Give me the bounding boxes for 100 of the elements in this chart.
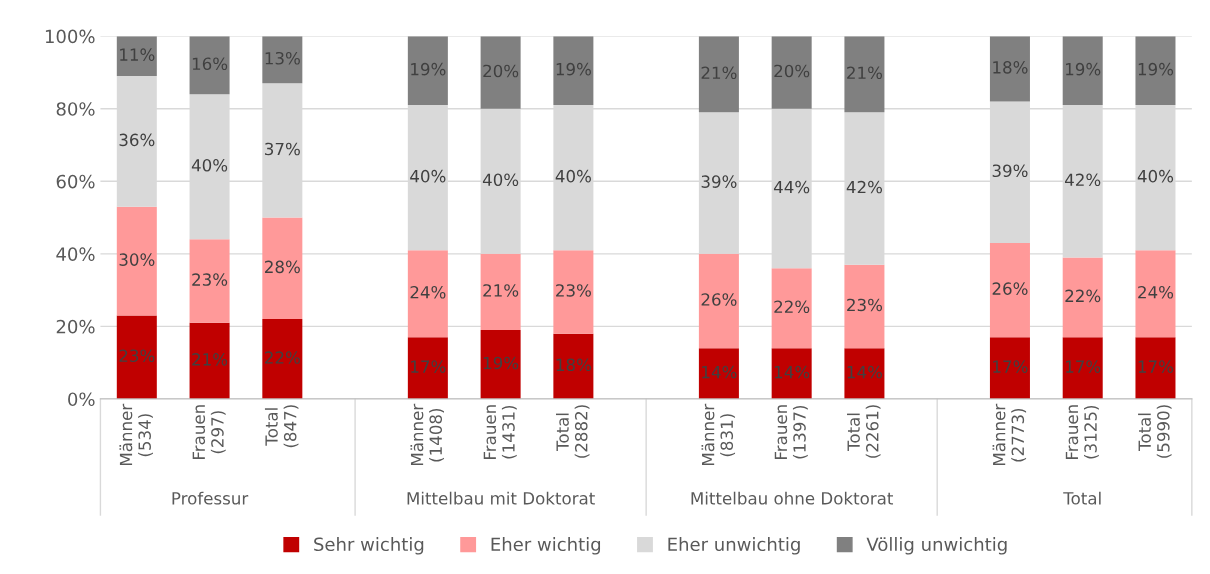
bar	[989, 337, 1030, 399]
x-tick-label: Total (2261)	[847, 405, 881, 458]
data-label: 19%	[483, 356, 519, 370]
data-label: 21%	[847, 66, 883, 80]
data-label: 17%	[1138, 360, 1174, 373]
y-tick-label: 60%	[56, 174, 95, 189]
data-label: 18%	[556, 358, 591, 372]
data-label: 19%	[556, 62, 591, 76]
text: Professur	[172, 491, 249, 505]
data-label: 17%	[993, 360, 1028, 373]
data-label: 23%	[192, 273, 228, 286]
bar	[189, 239, 230, 323]
bar	[989, 242, 1030, 338]
data-label: 37%	[265, 142, 300, 156]
data-label: 21%	[483, 284, 519, 297]
bar	[116, 36, 157, 77]
bar	[480, 253, 521, 330]
bar	[844, 348, 885, 399]
y-tick-label: 0%	[68, 392, 95, 407]
data-label: 19%	[1138, 62, 1174, 76]
x-tick-label: Frauen (1397)	[774, 405, 808, 459]
bar	[771, 36, 812, 109]
data-label: 42%	[846, 180, 883, 194]
data-label: 20%	[774, 64, 810, 78]
data-label: 42%	[1065, 173, 1101, 187]
x-tick-label: Männer (534)	[119, 403, 153, 465]
data-label: 22%	[774, 300, 810, 314]
bar	[844, 36, 885, 113]
y-tick-label: 40%	[56, 247, 95, 261]
bar	[698, 36, 739, 113]
data-label: 26%	[992, 282, 1028, 295]
y-tick-label: 80%	[56, 102, 95, 116]
data-label: 40%	[1137, 169, 1174, 183]
data-label: 23%	[119, 349, 155, 363]
bar	[553, 36, 594, 106]
bar	[1135, 250, 1176, 338]
bar	[262, 319, 303, 399]
bar	[844, 264, 885, 349]
bar	[1062, 337, 1103, 399]
data-label: 21%	[192, 353, 228, 366]
bar	[771, 348, 812, 399]
data-label: 24%	[1138, 285, 1174, 299]
legend-label: Eher wichtig	[491, 537, 601, 555]
x-tick-label: Männer (831)	[701, 403, 736, 465]
bar	[407, 36, 448, 106]
data-label: 20%	[483, 64, 519, 78]
data-label: 44%	[773, 180, 810, 194]
data-label: 13%	[265, 51, 300, 65]
bar	[1062, 36, 1103, 106]
bar	[189, 322, 230, 399]
bar	[1135, 337, 1176, 399]
data-label: 26%	[701, 293, 737, 306]
data-label: 18%	[993, 61, 1028, 74]
bar	[698, 253, 739, 349]
x-tick-label: Total (847)	[264, 405, 299, 448]
data-label: 17%	[1066, 360, 1101, 373]
bar	[989, 36, 1030, 102]
bar	[262, 36, 303, 84]
bar	[553, 333, 594, 399]
data-label: 24%	[410, 285, 446, 299]
bar	[116, 315, 157, 399]
bar	[407, 250, 448, 338]
data-label: 40%	[482, 173, 519, 187]
data-label: 11%	[120, 48, 155, 61]
bar	[771, 268, 812, 349]
data-label: 21%	[701, 66, 737, 80]
data-label: 14%	[702, 365, 737, 379]
bar	[1135, 36, 1176, 106]
legend-label: Sehr wichtig	[314, 537, 424, 555]
text: Mittelbau mit Doktorat	[407, 491, 595, 505]
data-label: 39%	[701, 175, 737, 188]
data-label: 14%	[774, 365, 810, 379]
text: Total	[1063, 491, 1101, 505]
data-label: 14%	[847, 365, 883, 379]
x-tick-label: Frauen (1431)	[483, 405, 517, 459]
bar	[407, 337, 448, 399]
data-label: 16%	[192, 57, 228, 71]
data-label: 17%	[411, 360, 446, 373]
x-tick-label: Frauen (3125)	[1065, 405, 1099, 459]
data-label: 22%	[265, 351, 300, 364]
data-label: 39%	[992, 164, 1028, 178]
data-label: 36%	[119, 133, 155, 147]
legend-label: Eher unwichtig	[668, 537, 800, 555]
data-label: 19%	[411, 62, 446, 76]
data-label: 28%	[265, 260, 300, 274]
data-label: 40%	[410, 169, 446, 183]
legend-label: Völlig unwichtig	[866, 537, 1007, 555]
data-label: 40%	[555, 169, 591, 183]
y-tick-label: 20%	[56, 319, 95, 334]
data-label: 40%	[191, 158, 228, 172]
bar	[1062, 257, 1103, 338]
data-label: 23%	[847, 298, 883, 312]
text: Mittelbau ohne Doktorat	[691, 491, 894, 505]
x-tick-label: Total (5990)	[1138, 405, 1172, 458]
y-tick-label: 100%	[45, 29, 95, 44]
x-tick-label: Frauen (297)	[192, 405, 226, 459]
data-label: 30%	[119, 253, 155, 266]
x-tick-label: Männer (1408)	[410, 403, 444, 465]
data-label: 23%	[556, 284, 591, 297]
data-label: 22%	[1065, 289, 1101, 303]
